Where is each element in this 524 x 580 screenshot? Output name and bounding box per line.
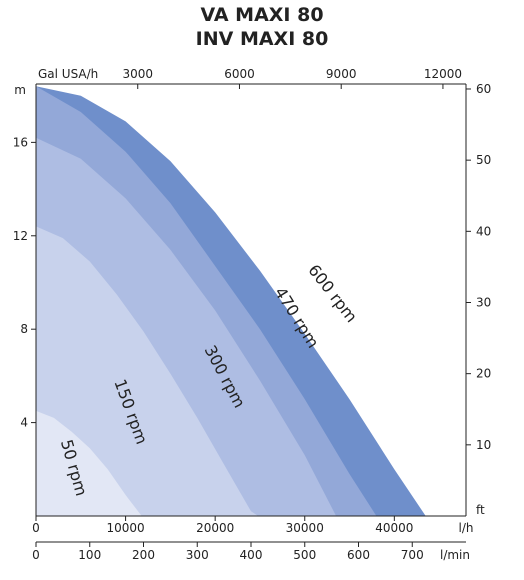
x-primary-tick-label: 10000: [106, 521, 144, 535]
chart-title-line1: VA MAXI 80: [200, 4, 324, 26]
y-left-unit: m: [14, 83, 26, 97]
x-secondary-tick-label: 100: [78, 548, 101, 562]
area-150-rpm: [36, 226, 259, 516]
y-left-tick-label: 8: [20, 322, 28, 336]
x-primary-tick-label: 30000: [286, 521, 324, 535]
x-primary-tick-label: 40000: [375, 521, 413, 535]
x-secondary-unit: l/min: [440, 548, 470, 562]
x-secondary-tick-label: 0: [32, 548, 40, 562]
x-primary-tick-label: 20000: [196, 521, 234, 535]
chart-title-line2: INV MAXI 80: [195, 28, 329, 50]
y-left-tick-label: 12: [13, 229, 28, 243]
y-right-tick-label: 10: [476, 438, 491, 452]
x-secondary-tick-label: 300: [186, 548, 209, 562]
x-secondary-tick-label: 200: [132, 548, 155, 562]
x-top-tick-label: 9000: [326, 67, 357, 81]
area-50-rpm: [36, 410, 142, 516]
x-secondary-tick-label: 500: [293, 548, 316, 562]
x-top-tick-label: 3000: [122, 67, 153, 81]
x-top-tick-label: 12000: [424, 67, 462, 81]
y-right-tick-label: 20: [476, 367, 491, 381]
y-left-tick-label: 16: [13, 135, 28, 149]
x-top-unit: Gal USA/h: [38, 67, 98, 81]
x-secondary-tick-label: 400: [240, 548, 263, 562]
x-top-tick-label: 6000: [224, 67, 255, 81]
y-right-unit: ft: [476, 503, 485, 517]
y-right-tick-label: 50: [476, 153, 491, 167]
x-secondary-tick-label: 700: [401, 548, 424, 562]
curve-label-600-rpm: 600 rpm: [304, 261, 361, 326]
y-right-tick-label: 40: [476, 224, 491, 238]
x-primary-tick-label: 0: [32, 521, 40, 535]
x-secondary-tick-label: 600: [347, 548, 370, 562]
performance-areas: [36, 86, 426, 517]
y-right-tick-label: 60: [476, 82, 491, 96]
x-primary-unit: l/h: [459, 521, 474, 535]
y-right-tick-label: 30: [476, 295, 491, 309]
y-left-tick-label: 4: [20, 416, 28, 430]
